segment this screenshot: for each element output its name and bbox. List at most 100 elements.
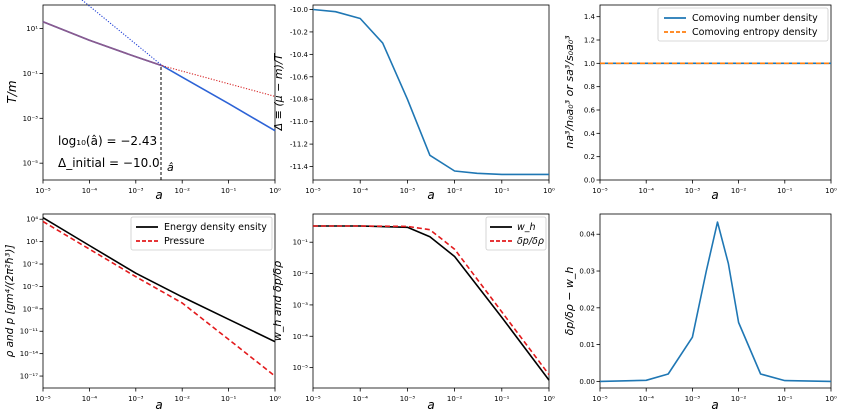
x-tick-label: 10⁻³ <box>128 395 144 403</box>
x-tick-label: 10⁻⁵ <box>305 187 321 195</box>
x-tick-label: 10⁻¹ <box>221 395 237 403</box>
y-tick-label: 1.0 <box>584 60 595 68</box>
x-tick-label: 10⁻² <box>174 395 190 403</box>
y-tick-label: -11.0 <box>290 118 308 126</box>
x-tick-label: 10⁰ <box>543 187 555 195</box>
x-axis-label: a <box>711 398 718 412</box>
x-tick-label: 10⁻⁵ <box>35 187 51 195</box>
y-tick-label: 10⁻¹ <box>23 70 39 78</box>
series-line-4 <box>162 65 276 97</box>
y-tick-label: -10.4 <box>290 51 309 59</box>
y-tick-label: -11.4 <box>290 163 309 171</box>
y-tick-label: 10⁻⁸ <box>23 305 39 313</box>
y-tick-label: 0.8 <box>584 83 595 91</box>
y-tick-label: 10⁻¹¹ <box>20 328 38 336</box>
x-tick-label: 10⁻⁵ <box>592 395 608 403</box>
x-tick-label: 10⁻³ <box>128 187 144 195</box>
annotation-log-a-hat: log₁₀(â) = −2.43 <box>58 134 157 148</box>
legend: Comoving number density Comoving entropy… <box>657 7 829 42</box>
x-tick-label: 10⁻¹ <box>221 187 237 195</box>
y-tick-label: 0.01 <box>579 341 595 349</box>
x-tick-label: 10⁻⁴ <box>638 187 654 195</box>
legend-label-entropy: Comoving entropy density <box>692 27 818 38</box>
plot-frame <box>599 213 832 389</box>
x-tick-label: 10⁻⁴ <box>638 395 654 403</box>
y-tick-label: 10⁴ <box>26 216 38 224</box>
y-axis-label: Δ ≡ (μ − m)/T <box>272 52 285 131</box>
y-tick-label: 10⁻⁵ <box>23 283 39 291</box>
series-line-1 <box>42 21 276 132</box>
x-tick-label: 10⁻⁵ <box>592 187 608 195</box>
x-tick-label: 10⁻² <box>447 187 463 195</box>
series-line-2 <box>42 220 276 377</box>
x-tick-label: 10⁻⁵ <box>35 395 51 403</box>
x-tick-label: 10⁻³ <box>400 187 416 195</box>
panel-delta: a Δ ≡ (μ − m)/T 10⁻⁵ 10⁻⁴ 10⁻³ 10⁻² 10⁻¹ 10⁰ -… <box>272 4 555 202</box>
x-tick-label: 10⁻⁵ <box>305 395 321 403</box>
x-axis-label: a <box>155 188 162 202</box>
y-axis-label: T/m <box>5 80 19 103</box>
y-tick-label: -11.2 <box>290 141 308 149</box>
panel-eos: a w_h and δp/δρ w_h δp/δρ 10⁻⁵ 10⁻⁴ 10⁻³ 10… <box>271 213 555 412</box>
y-tick-label: 1.4 <box>584 13 596 21</box>
series-line-1 <box>313 225 550 381</box>
y-tick-label: 10¹ <box>26 238 38 246</box>
x-axis-label: a <box>711 188 718 202</box>
plot-frame <box>312 4 550 181</box>
x-tick-label: 10⁻² <box>174 187 190 195</box>
x-tick-label: 10⁰ <box>269 187 281 195</box>
y-tick-label: 10⁻¹ <box>293 239 309 247</box>
y-tick-label: 1.2 <box>584 37 595 45</box>
x-tick-label: 10⁰ <box>543 395 555 403</box>
series-line-1 <box>312 8 549 176</box>
plot-frame <box>42 4 276 181</box>
legend: Energy density ensity Pressure <box>130 216 273 251</box>
x-axis-label: a <box>427 398 434 412</box>
y-tick-label: 10⁻¹⁴ <box>20 350 38 358</box>
y-tick-label: 0.0 <box>584 177 595 185</box>
panel-energy-pressure: a ρ and p [gm⁴/(2π²ħ³)] Energy density e… <box>4 213 281 412</box>
x-tick-label: 10⁰ <box>825 395 837 403</box>
legend: w_h δp/δρ <box>485 216 547 251</box>
y-tick-label: 10⁻⁵ <box>293 364 309 372</box>
x-tick-label: 10⁻¹ <box>777 395 793 403</box>
x-tick-label: 10⁻¹ <box>494 395 510 403</box>
y-tick-label: 10⁻³ <box>293 301 309 309</box>
y-axis-label: na³/n₀a₀³ or sa³/s₀a₀³ <box>563 35 576 149</box>
y-tick-label: 10⁻³ <box>23 115 39 123</box>
x-tick-label: 10⁻³ <box>400 395 416 403</box>
series-line-1 <box>42 217 276 343</box>
x-tick-label: 10⁻⁴ <box>82 187 98 195</box>
legend-label-number: Comoving number density <box>692 13 818 24</box>
plot-frame <box>42 213 276 389</box>
plot-frame <box>312 213 550 389</box>
legend-label-pressure: Pressure <box>164 236 205 247</box>
y-axis-label: ρ and p [gm⁴/(2π²ħ³)] <box>4 245 16 358</box>
series-line-1 <box>599 221 832 383</box>
x-tick-label: 10⁻¹ <box>494 187 510 195</box>
x-tick-label: 10⁻² <box>447 395 463 403</box>
y-tick-label: 10⁻² <box>293 270 309 278</box>
annotation-delta-initial: Δ_initial = −10.0 <box>58 156 160 170</box>
x-tick-label: 10⁻³ <box>685 395 701 403</box>
y-axis-label: w_h and δp/δρ <box>271 261 284 341</box>
legend-box <box>130 216 273 251</box>
y-tick-label: 10⁻¹⁷ <box>20 373 38 381</box>
x-tick-label: 10⁰ <box>825 187 837 195</box>
x-tick-label: 10⁻³ <box>685 187 701 195</box>
x-tick-label: 10⁰ <box>269 395 281 403</box>
x-tick-label: 10⁻² <box>731 395 747 403</box>
y-tick-label: 0.4 <box>584 130 596 138</box>
y-tick-label: 0.03 <box>579 268 595 276</box>
y-tick-label: -10.0 <box>290 6 308 14</box>
x-tick-label: 10⁻¹ <box>777 187 793 195</box>
y-tick-label: 0.04 <box>579 231 595 239</box>
x-tick-label: 10⁻² <box>731 187 747 195</box>
panel-difference: a δp/δρ − w_h 10⁻⁵ 10⁻⁴ 10⁻³ 10⁻² 10⁻¹ 10⁰ 0.0… <box>563 213 837 412</box>
y-tick-label: 0.02 <box>579 304 595 312</box>
series-line-2 <box>42 21 163 67</box>
y-tick-label: 10⁻² <box>23 261 39 269</box>
y-tick-label: 0.6 <box>584 107 596 115</box>
x-axis-label: a <box>155 398 162 412</box>
legend-box <box>485 216 547 251</box>
